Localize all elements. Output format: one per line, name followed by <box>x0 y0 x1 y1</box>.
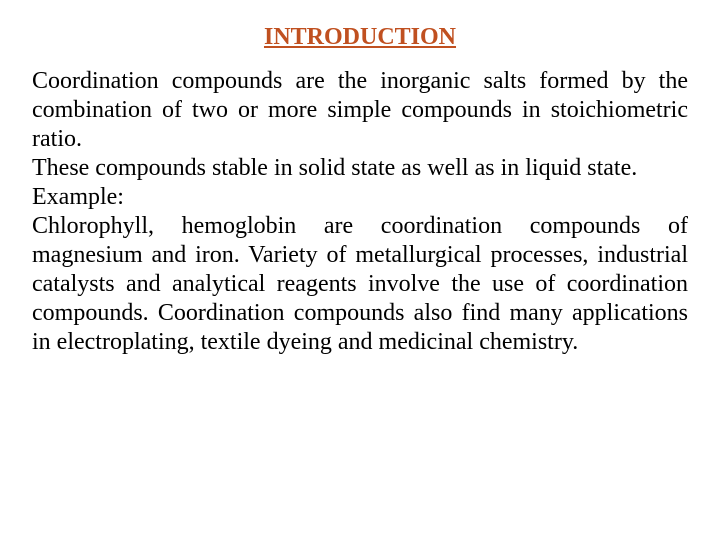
paragraph: These compounds stable in solid state as… <box>32 154 688 183</box>
body-text: Coordination compounds are the inorganic… <box>32 67 688 357</box>
slide-title: INTRODUCTION <box>32 24 688 51</box>
paragraph: Chlorophyll, hemoglobin are coordination… <box>32 212 688 357</box>
slide: INTRODUCTION Coordination compounds are … <box>0 0 720 540</box>
paragraph: Coordination compounds are the inorganic… <box>32 67 688 154</box>
paragraph: Example: <box>32 183 688 212</box>
